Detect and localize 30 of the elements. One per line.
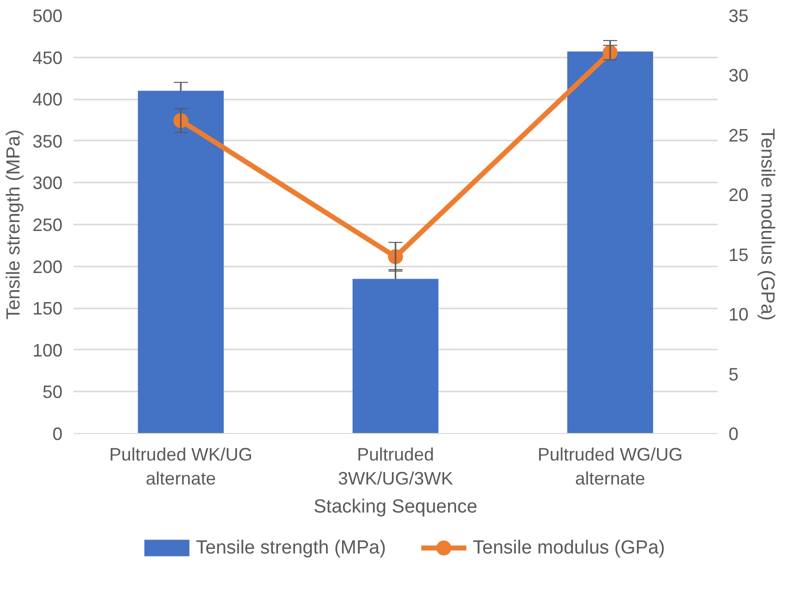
- x-tick-label: Pultruded WK/UG alternate: [109, 444, 252, 488]
- y-tick-label: 350: [32, 131, 63, 152]
- bar: [567, 51, 654, 434]
- bar: [352, 278, 438, 434]
- x-tick-label: Pultruded 3WK/UG/3WK: [338, 444, 454, 488]
- y-tick-label: 50: [42, 382, 63, 402]
- y-axis-title: Tensile strength (MPa): [3, 129, 24, 320]
- y2-tick-label: 5: [728, 364, 739, 384]
- y-tick-label: 150: [32, 298, 63, 319]
- bar: [138, 90, 224, 434]
- legend-label: Tensile modulus (GPa): [472, 538, 665, 558]
- x-tick-label: Pultruded WG/UG alternate: [538, 444, 683, 488]
- y-tick-label: 400: [32, 90, 63, 110]
- y-tick-label: 100: [32, 340, 63, 360]
- y2-tick-label: 15: [728, 244, 749, 265]
- y2-tick-label: 25: [728, 125, 749, 146]
- x-axis-title: Stacking Sequence: [314, 496, 478, 518]
- y-tick-label: 0: [52, 424, 63, 444]
- legend-label: Tensile strength (MPa): [196, 538, 386, 558]
- y2-tick-label: 20: [728, 185, 749, 206]
- y2-tick-label: 10: [728, 304, 749, 325]
- y2-tick-label: 30: [728, 66, 749, 86]
- y-tick-label: 200: [32, 256, 63, 277]
- y2-tick-label: 35: [728, 6, 749, 26]
- y-tick-label: 250: [32, 215, 63, 235]
- y-tick-label: 500: [32, 6, 63, 26]
- y-tick-label: 450: [32, 48, 63, 68]
- y2-axis-title: Tensile modulus (GPa): [756, 128, 778, 321]
- y2-tick-label: 0: [728, 424, 739, 444]
- y-tick-label: 300: [32, 173, 63, 194]
